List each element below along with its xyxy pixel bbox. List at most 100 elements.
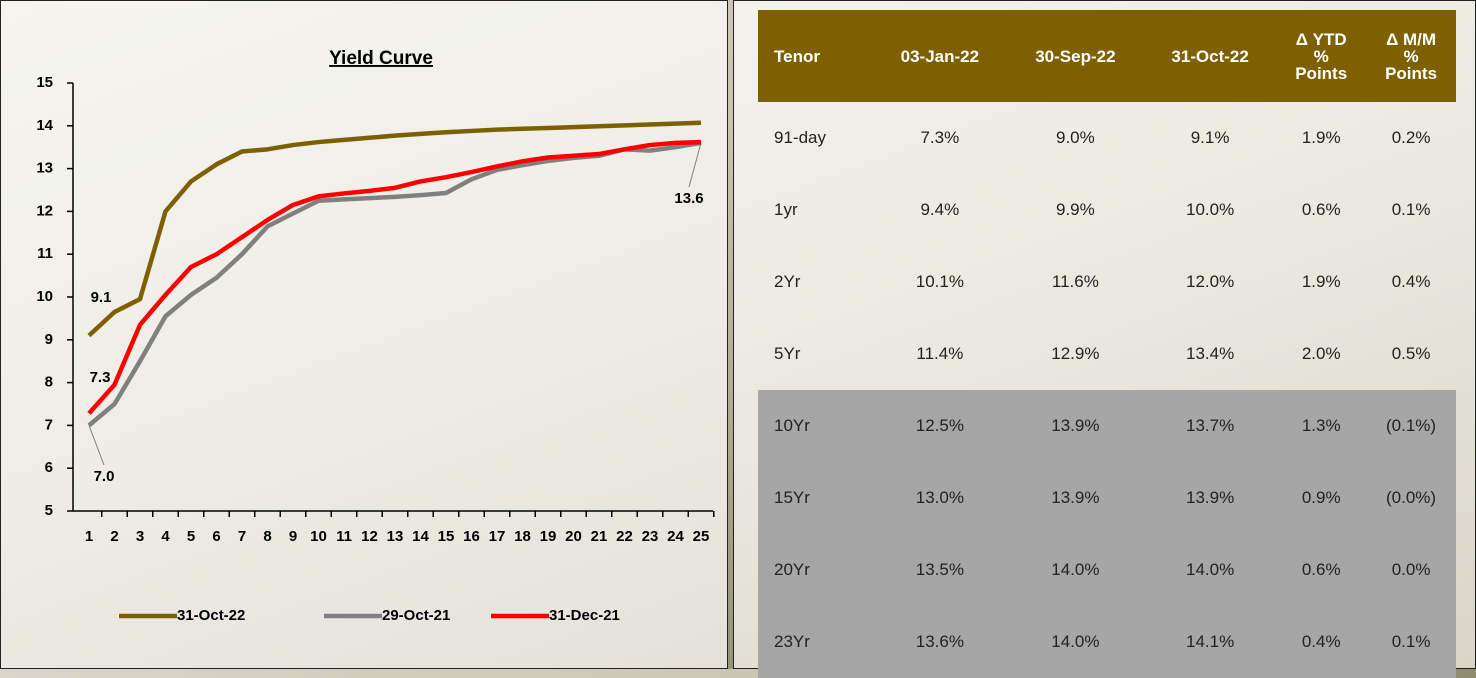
table-cell: 0.6% [1276, 534, 1366, 606]
header-cell: Δ YTD % Points [1276, 10, 1366, 102]
chart-title: Yield Curve [329, 48, 433, 69]
table-cell: 0.4% [1366, 246, 1456, 318]
table-cell: 12.9% [1007, 318, 1144, 390]
table-cell: 14.0% [1007, 534, 1144, 606]
legend-label: 31-Dec-21 [549, 607, 620, 624]
table-cell: 13.9% [1007, 390, 1144, 462]
y-tick-label: 14 [36, 117, 53, 134]
y-tick-label: 5 [45, 502, 53, 519]
x-tick-label: 24 [667, 528, 684, 545]
table-cell: 0.9% [1276, 462, 1366, 534]
header-row: Tenor03-Jan-2230-Sep-2231-Oct-22Δ YTD % … [758, 10, 1456, 102]
table-cell: 0.5% [1366, 318, 1456, 390]
page: Yield Curve 5678910111213141512345678910… [0, 0, 1476, 669]
table-cell: 9.1% [1144, 102, 1276, 174]
table-cell: 13.0% [873, 462, 1007, 534]
table-cell: 0.1% [1366, 174, 1456, 246]
legend-label: 31-Oct-22 [177, 607, 245, 624]
y-tick-label: 15 [36, 74, 53, 91]
table-cell: 10Yr [758, 390, 873, 462]
table-cell: 11.4% [873, 318, 1007, 390]
table-cell: 13.5% [873, 534, 1007, 606]
table-cell: 13.7% [1144, 390, 1276, 462]
table-cell: 20Yr [758, 534, 873, 606]
table-cell: 7.3% [873, 102, 1007, 174]
x-tick-label: 16 [463, 528, 480, 545]
table-cell: 13.9% [1144, 462, 1276, 534]
x-tick-label: 9 [289, 528, 297, 545]
table-cell: 23Yr [758, 606, 873, 678]
x-tick-label: 13 [387, 528, 404, 545]
table-cell: 10.1% [873, 246, 1007, 318]
table-cell: 1.9% [1276, 246, 1366, 318]
x-tick-label: 21 [591, 528, 608, 545]
table-row: 91-day7.3%9.0%9.1%1.9%0.2% [758, 102, 1456, 174]
table-cell: 0.0% [1366, 534, 1456, 606]
x-tick-label: 18 [514, 528, 531, 545]
x-tick-label: 12 [361, 528, 378, 545]
y-tick-label: 6 [45, 459, 53, 476]
table-cell: 13.6% [873, 606, 1007, 678]
table-cell: 0.2% [1366, 102, 1456, 174]
table-cell: 12.0% [1144, 246, 1276, 318]
y-tick-label: 9 [45, 331, 53, 348]
table-cell: 0.6% [1276, 174, 1366, 246]
table-cell: 9.4% [873, 174, 1007, 246]
x-tick-label: 19 [540, 528, 557, 545]
x-tick-label: 17 [489, 528, 506, 545]
x-tick-label: 6 [212, 528, 220, 545]
header-cell: Δ M/M % Points [1366, 10, 1456, 102]
table-cell: 0.1% [1366, 606, 1456, 678]
x-tick-label: 4 [161, 528, 170, 545]
y-tick-label: 8 [45, 374, 53, 391]
x-tick-label: 7 [238, 528, 246, 545]
table-cell: 2Yr [758, 246, 873, 318]
x-tick-label: 3 [136, 528, 144, 545]
x-tick-label: 15 [438, 528, 455, 545]
series-line [89, 142, 701, 413]
table-cell: 9.0% [1007, 102, 1144, 174]
table-cell: 10.0% [1144, 174, 1276, 246]
x-tick-label: 23 [642, 528, 659, 545]
table-cell: (0.0%) [1366, 462, 1456, 534]
x-tick-label: 1 [85, 528, 93, 545]
header-cell: 03-Jan-22 [873, 10, 1007, 102]
table-cell: 14.0% [1007, 606, 1144, 678]
table-cell: 14.1% [1144, 606, 1276, 678]
table-cell: 0.4% [1276, 606, 1366, 678]
data-label: 7.3 [90, 369, 111, 386]
x-tick-label: 2 [110, 528, 118, 545]
legend-label: 29-Oct-21 [382, 607, 450, 624]
x-tick-label: 5 [187, 528, 195, 545]
table-cell: (0.1%) [1366, 390, 1456, 462]
y-tick-label: 12 [36, 202, 53, 219]
table-cell: 91-day [758, 102, 873, 174]
data-label: 7.0 [94, 468, 115, 485]
y-tick-label: 13 [36, 160, 53, 177]
table-cell: 2.0% [1276, 318, 1366, 390]
x-tick-label: 22 [616, 528, 633, 545]
table-cell: 9.9% [1007, 174, 1144, 246]
table-cell: 13.4% [1144, 318, 1276, 390]
y-tick-label: 7 [45, 416, 53, 433]
table-cell: 1yr [758, 174, 873, 246]
x-tick-label: 25 [693, 528, 710, 545]
header-cell: 30-Sep-22 [1007, 10, 1144, 102]
y-tick-label: 10 [36, 288, 53, 305]
table-cell: 15Yr [758, 462, 873, 534]
leader-line [89, 425, 104, 465]
table-cell: 5Yr [758, 318, 873, 390]
table-cell: 1.9% [1276, 102, 1366, 174]
x-tick-label: 20 [565, 528, 582, 545]
